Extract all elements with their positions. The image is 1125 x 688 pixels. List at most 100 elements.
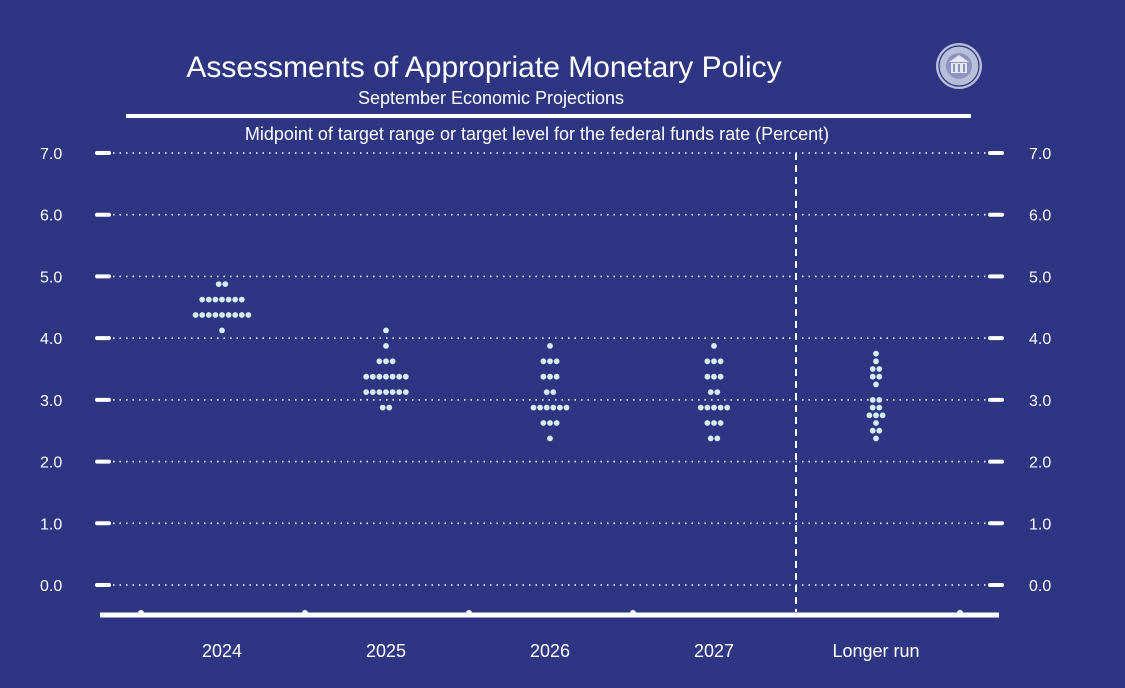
dot-point [876,373,883,380]
dot-point [553,373,560,380]
dot-point [547,435,553,442]
dot-point [697,404,704,411]
dot-point [376,373,383,380]
dot-point [238,296,245,303]
dot-point [389,373,396,380]
dot-point [547,358,553,365]
category-label: 2025 [366,641,406,661]
dot-point [369,389,376,395]
y-tick-label: 6.0 [40,208,62,225]
dot-point [245,312,252,318]
dot-point [530,404,537,411]
dot-point [550,404,557,411]
dot-point [215,281,222,287]
dot-point [711,373,717,380]
dot-point [704,420,711,426]
dot-point [717,358,724,365]
x-tick-mark [302,610,308,616]
dot-point [537,404,543,411]
dot-point [232,296,239,303]
dot-point [540,420,547,426]
dot-point [543,404,550,411]
dot-point [219,296,225,303]
dot-point [711,420,717,426]
y-tick-label: 5.0 [40,269,62,286]
y-tick-label: 7.0 [40,146,62,163]
y-tick-label: 2.0 [1029,455,1051,472]
dot-point [363,389,370,395]
dot-point [222,281,229,287]
dot-point [212,296,219,303]
dot-point [386,404,393,411]
dot-point [869,373,876,380]
dot-point [547,343,553,349]
category-labels: 2024 2025 2026 2027 Longer run [202,641,920,661]
category-label: 2026 [530,641,570,661]
dot-point [873,381,879,388]
dot-point [873,420,879,426]
dot-point [540,358,547,365]
dot-point [707,435,714,442]
dot-point [873,435,879,442]
dot-point [547,373,553,380]
dot-point [232,312,239,318]
dot-point [225,296,232,303]
dot-point [540,373,547,380]
dot-point [704,358,711,365]
dots [192,281,886,442]
dot-point [383,343,389,349]
category-label: Longer run [832,641,919,661]
dot-point [212,312,219,318]
y-tick-label: 3.0 [1029,393,1051,410]
dot-point [383,373,389,380]
x-tick-mark [138,610,144,616]
dot-point [869,427,876,434]
dot-point [379,404,386,411]
federal-reserve-seal-icon [936,43,982,89]
dot-point [714,435,721,442]
dot-point [704,373,711,380]
y-tick-label: 4.0 [40,331,62,348]
dot-point [396,373,403,380]
dot-point [717,404,724,411]
dot-point [376,358,383,365]
dot-point [369,373,376,380]
x-axis-ticks [138,610,963,616]
dot-point [711,404,717,411]
dot-point [205,296,212,303]
gridlines [95,151,1004,587]
y-tick-label: 6.0 [1029,208,1051,225]
dot-point [389,358,396,365]
dot-point [563,404,570,411]
category-label: 2027 [694,641,734,661]
dot-point [550,389,557,395]
dot-point [205,312,212,318]
dot-point [876,427,883,434]
dot-point [873,350,879,357]
dot-point [199,312,206,318]
dot-point [553,358,560,365]
x-tick-mark [957,610,963,616]
y-tick-label: 1.0 [40,516,62,533]
category-label: 2024 [202,641,242,661]
y-tick-labels-left: 0.0 1.0 2.0 3.0 4.0 5.0 6.0 7.0 [40,146,62,595]
x-tick-mark [466,610,472,616]
y-tick-label: 0.0 [40,578,62,595]
y-tick-labels-right: 0.0 1.0 2.0 3.0 4.0 5.0 6.0 7.0 [1029,146,1051,595]
dot-point [543,389,550,395]
dot-point [724,404,731,411]
dot-point [707,389,714,395]
dot-point [383,358,389,365]
dot-point [711,343,717,349]
y-axis-label: Midpoint of target range or target level… [245,124,829,144]
dot-point [553,420,560,426]
dot-point [363,373,370,380]
dot-point [396,389,403,395]
dot-point [389,389,396,395]
dot-point [869,404,876,411]
dot-point [717,373,724,380]
x-tick-mark [630,610,636,616]
y-tick-label: 3.0 [40,393,62,410]
dot-point [192,312,199,318]
